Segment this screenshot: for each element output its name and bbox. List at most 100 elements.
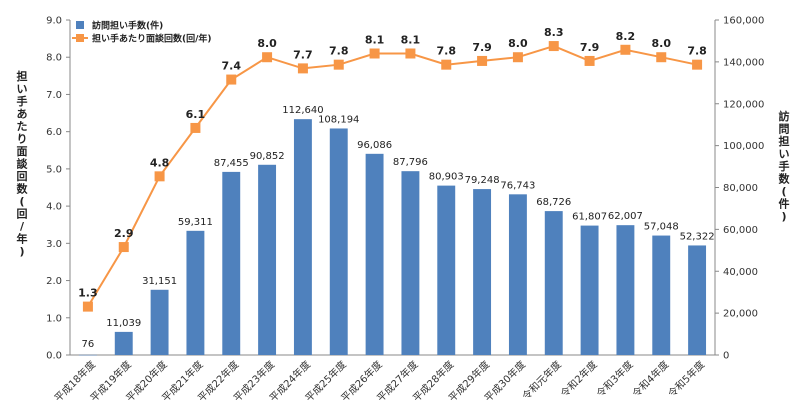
svg-text:り: り: [17, 133, 28, 146]
bar-data-label: 87,796: [393, 157, 428, 168]
svg-text:数: 数: [17, 182, 29, 196]
bar-data-label: 11,039: [106, 318, 141, 329]
svg-text:担: 担: [17, 69, 28, 83]
bar[interactable]: [186, 230, 205, 355]
line-data-label: 8.0: [508, 37, 528, 50]
line-data-label: 2.9: [114, 227, 134, 240]
x-tick-label: 令和2年度: [558, 358, 600, 400]
y-axis-right-title: 訪問担い手数(件): [779, 109, 791, 223]
bar-data-label: 87,455: [214, 158, 249, 169]
svg-text:訪: 訪: [779, 109, 790, 123]
line-data-label: 7.4: [222, 60, 242, 73]
line-point[interactable]: [82, 301, 93, 312]
line-point[interactable]: [333, 59, 344, 70]
bar-data-label: 57,048: [644, 222, 679, 233]
line-point[interactable]: [369, 48, 380, 59]
line-point[interactable]: [190, 122, 201, 133]
svg-text:手: 手: [17, 94, 28, 108]
bar[interactable]: [329, 128, 348, 355]
y-right-tick-label: 160,000: [723, 16, 764, 27]
line-point[interactable]: [620, 44, 631, 55]
svg-text:担: 担: [779, 134, 790, 148]
line-point[interactable]: [512, 52, 523, 63]
bar-data-label: 68,726: [536, 197, 571, 208]
svg-text:(: (: [19, 195, 24, 208]
legend-label-line: 担い手あたり面談回数(回/年): [92, 33, 212, 45]
bar[interactable]: [437, 185, 456, 355]
line-data-label: 8.2: [616, 30, 636, 43]
bar[interactable]: [258, 164, 277, 355]
legend-swatch-bar: [76, 21, 84, 29]
line-point[interactable]: [405, 48, 416, 59]
bar[interactable]: [365, 153, 384, 355]
line-data-label: 8.3: [544, 26, 564, 39]
bar[interactable]: [652, 235, 671, 355]
bar[interactable]: [114, 331, 133, 355]
line-data-label: 8.0: [652, 37, 672, 50]
bar[interactable]: [616, 225, 635, 355]
svg-text:): ): [781, 210, 786, 223]
bar[interactable]: [473, 189, 492, 355]
line-data-label: 7.8: [687, 45, 707, 58]
line-data-label: 7.8: [329, 45, 349, 58]
line-point[interactable]: [656, 52, 667, 63]
line-point[interactable]: [226, 74, 237, 85]
bar[interactable]: [544, 211, 563, 355]
line-point[interactable]: [441, 59, 452, 70]
y-axis-left-title: 担い手あたり面談回数(回/年): [17, 69, 29, 258]
svg-text:): ): [19, 245, 24, 258]
svg-text:い: い: [17, 83, 28, 96]
y-right-tick-label: 120,000: [723, 99, 764, 110]
bar[interactable]: [78, 354, 97, 356]
line-point[interactable]: [262, 52, 273, 63]
x-tick-label: 令和5年度: [665, 358, 707, 400]
y-left-tick-label: 5.0: [46, 164, 62, 175]
line-point[interactable]: [584, 55, 595, 66]
line-point[interactable]: [154, 171, 165, 182]
y-right-tick-label: 80,000: [723, 183, 758, 194]
bar-data-label: 76,743: [500, 180, 535, 191]
bar-data-label: 61,807: [572, 212, 607, 223]
line-data-label: 7.7: [293, 48, 313, 61]
line-point[interactable]: [118, 242, 129, 253]
bar-data-label: 31,151: [142, 276, 177, 287]
bar[interactable]: [688, 245, 707, 355]
y-right-tick-label: 100,000: [723, 141, 764, 152]
y-left-tick-label: 6.0: [46, 127, 62, 138]
bar[interactable]: [580, 225, 599, 355]
line-point[interactable]: [477, 55, 488, 66]
bar[interactable]: [150, 289, 169, 355]
y-left-tick-label: 8.0: [46, 53, 62, 64]
y-right-tick-label: 60,000: [723, 225, 758, 236]
bar[interactable]: [508, 194, 527, 355]
bar[interactable]: [401, 171, 420, 355]
svg-text:回: 回: [17, 207, 28, 221]
bar-data-label: 62,007: [608, 211, 643, 222]
line-data-label: 4.8: [150, 156, 170, 169]
y-left-tick-label: 9.0: [46, 16, 62, 27]
bar-data-label: 80,903: [429, 172, 464, 183]
line-point[interactable]: [297, 63, 308, 74]
line-point[interactable]: [692, 59, 703, 70]
svg-text:件: 件: [779, 197, 790, 211]
bar-data-label: 112,640: [282, 105, 323, 116]
line-data-label: 1.3: [78, 287, 98, 300]
legend-swatch-marker: [76, 34, 84, 42]
line-point[interactable]: [548, 41, 559, 52]
line-data-label: 6.1: [186, 108, 206, 121]
bar[interactable]: [222, 171, 241, 355]
bar[interactable]: [293, 119, 312, 355]
y-right-tick-label: 40,000: [723, 267, 758, 278]
x-tick-label: 令和3年度: [594, 358, 636, 400]
y-left-tick-label: 1.0: [46, 313, 62, 324]
legend: 訪問担い手数(件)担い手あたり面談回数(回/年): [72, 20, 212, 45]
y-right-tick-label: 140,000: [723, 57, 764, 68]
y-left-tick-label: 2.0: [46, 276, 62, 287]
x-tick-label: 令和元年度: [519, 358, 564, 403]
y-left-tick-label: 3.0: [46, 239, 62, 250]
series-line: [87, 45, 698, 308]
line-data-label: 8.1: [365, 34, 385, 47]
svg-text:手: 手: [779, 159, 790, 173]
